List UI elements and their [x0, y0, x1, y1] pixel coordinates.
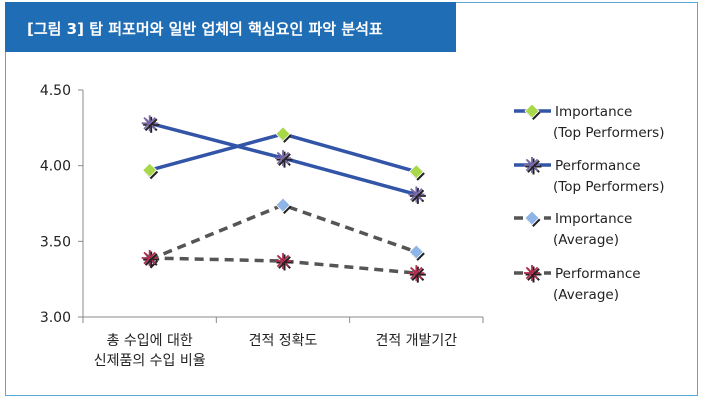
legend-marker-1	[524, 103, 540, 119]
figure-title: [그림 3] 탑 퍼포머와 일반 업체의 핵심요인 파악 분석표	[27, 20, 383, 38]
y-tick-labels: 3.00 3.50 4.00 4.50	[40, 83, 71, 326]
legend-marker-4	[524, 265, 542, 283]
data-point-s3-3	[408, 244, 424, 260]
data-point-s4-1	[141, 249, 160, 268]
series-line-3	[149, 203, 417, 262]
x-category-label: 총 수입에 대한 신제품의 수입 비율	[94, 333, 206, 369]
data-point-s4-3	[408, 265, 426, 283]
data-point-s2-3	[408, 186, 426, 204]
legend-marker-2	[524, 157, 542, 175]
legend-label-4: Performance (Average)	[553, 266, 641, 303]
y-tick-label: 4.50	[40, 83, 71, 99]
series-markers	[141, 115, 426, 283]
legend-label-3: Importance (Average)	[553, 211, 632, 248]
legend-label-1: Importance (Top Performers)	[553, 104, 665, 141]
data-point-s1-2	[275, 126, 291, 142]
chart-axes	[78, 89, 484, 323]
data-point-s3-2	[275, 197, 291, 213]
x-category-labels: 총 수입에 대한 신제품의 수입 비율 견적 정확도 견적 개발기간	[94, 333, 458, 369]
y-tick-label: 3.50	[40, 234, 71, 250]
legend-label-2: Performance (Top Performers)	[553, 158, 665, 195]
figure-frame	[5, 2, 698, 396]
data-point-s1-3	[408, 164, 424, 180]
data-point-s1-1	[142, 162, 158, 178]
x-category-label: 견적 개발기간	[375, 333, 457, 349]
legend: Importance (Top Performers) Performance (To…	[514, 103, 665, 303]
y-tick-label: 4.00	[40, 159, 71, 175]
data-point-s2-2	[275, 150, 293, 168]
x-category-label: 견적 정확도	[249, 333, 318, 349]
y-tick-label: 3.00	[40, 310, 71, 326]
title-bar: [그림 3] 탑 퍼포머와 일반 업체의 핵심요인 파악 분석표	[5, 2, 456, 52]
data-point-s4-2	[275, 253, 293, 271]
legend-marker-3	[524, 210, 540, 226]
data-point-s2-1	[141, 115, 160, 133]
